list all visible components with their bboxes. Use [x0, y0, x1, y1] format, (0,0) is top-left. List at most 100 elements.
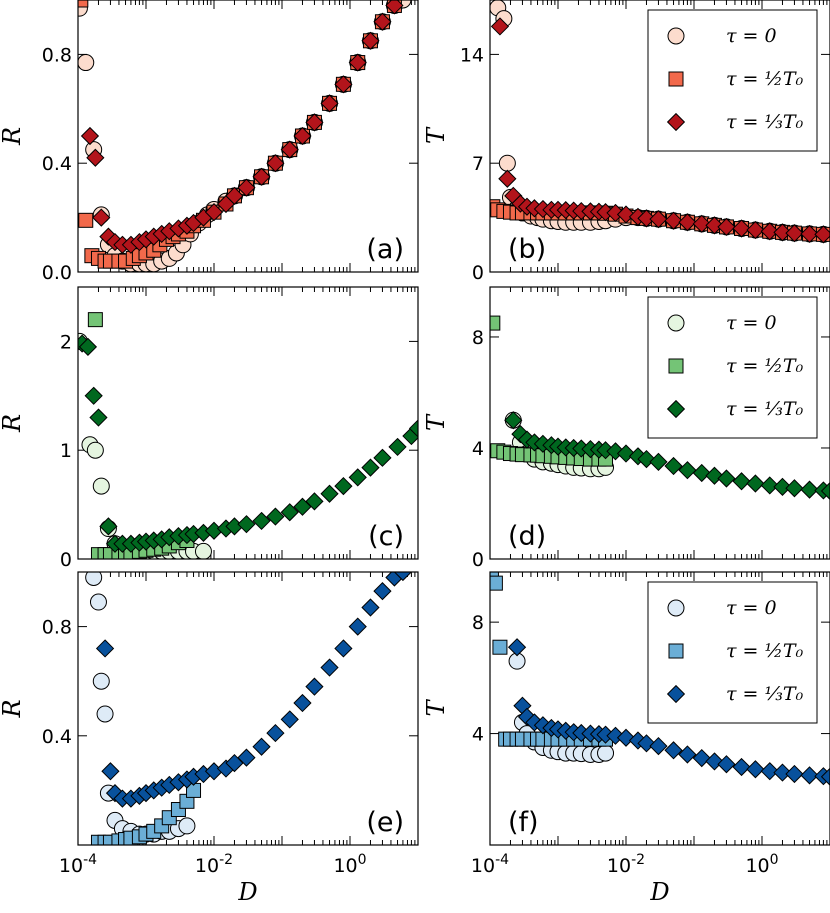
data-point: [616, 728, 636, 747]
axes-frame: [77, 0, 419, 273]
data-point: [664, 456, 683, 476]
axes-frame: [489, 571, 830, 846]
data-point: [305, 492, 324, 511]
legend-label: τ = 0: [726, 312, 777, 334]
x-tick-labels: 10-4 10-2 100: [471, 852, 779, 877]
panel-tag: (c): [368, 521, 404, 552]
y-ticks: 0 1 2: [60, 331, 418, 571]
y-tick-label: 7: [472, 153, 484, 175]
series-group: [78, 0, 412, 272]
data-point: [678, 461, 697, 480]
y-axis-label: R: [0, 699, 26, 718]
data-point: [746, 474, 765, 493]
y-axis-label: R: [0, 414, 26, 433]
legend-marker: [666, 684, 686, 704]
legend-label: τ = ⅓T₀: [726, 683, 804, 705]
panel-d: 0 4 8 (d) Tτ = 0 τ = ½T₀ τ = ⅓T₀: [422, 286, 830, 571]
data-point: [95, 639, 115, 658]
y-tick-label: 14: [460, 44, 484, 66]
data-point: [305, 677, 324, 696]
legend-label: τ = ½T₀: [726, 68, 804, 90]
x-axis-label: D: [649, 878, 669, 906]
data-point: [773, 477, 792, 496]
data-point: [252, 511, 271, 531]
data-point: [334, 639, 353, 658]
panel-tag: (e): [366, 807, 404, 838]
data-point: [78, 54, 95, 72]
legend-marker: [667, 27, 685, 45]
data-point: [408, 419, 418, 438]
legend-label: τ = ⅓T₀: [726, 398, 804, 420]
data-point: [78, 337, 98, 356]
series-group: [490, 315, 830, 501]
legend-label: τ = 0: [726, 597, 777, 619]
data-point: [78, 0, 89, 8]
data-point: [637, 209, 656, 228]
y-tick-label: 0: [472, 262, 484, 284]
series-tau-third-T0: [504, 411, 830, 501]
panel-c: 0 1 2 (c) R: [0, 286, 419, 571]
data-point: [678, 745, 697, 764]
data-point: [320, 658, 339, 677]
data-point: [692, 463, 711, 483]
x-tick-label: 100: [745, 852, 778, 877]
data-point: [204, 203, 224, 222]
data-point: [649, 210, 668, 229]
data-point: [760, 222, 779, 241]
y-tick-label: 0.0: [42, 262, 72, 284]
data-point: [649, 452, 668, 471]
series-tau-0: [508, 652, 615, 763]
y-tick-label: 0.4: [42, 726, 72, 748]
data-point: [732, 757, 751, 777]
data-point: [616, 205, 636, 224]
data-point: [80, 126, 100, 146]
data-point: [99, 517, 118, 536]
data-point: [373, 582, 392, 601]
data-point: [678, 213, 697, 232]
data-point: [280, 503, 299, 522]
x-tick-label: 10-4: [59, 852, 97, 877]
y-axis-label: T: [422, 126, 450, 144]
data-point: [101, 762, 120, 781]
data-point: [490, 575, 503, 591]
x-tick-label: 10-2: [195, 852, 233, 877]
data-point: [266, 154, 285, 173]
panel-b: 0 7 14 (b) Tτ = 0 τ = ½T₀ τ = ⅓T₀: [422, 0, 830, 284]
data-point: [637, 734, 656, 753]
plot-area: [78, 287, 418, 559]
data-point: [692, 214, 711, 233]
legend: τ = 0 τ = ½T₀ τ = ⅓T₀: [647, 581, 818, 724]
data-point: [252, 737, 271, 756]
y-tick-label: 0: [60, 549, 72, 571]
data-point: [92, 477, 110, 495]
series-tau-half-T0: [490, 315, 614, 467]
data-point: [732, 472, 751, 491]
y-axis-label: T: [422, 699, 450, 717]
x-axis-label: D: [237, 878, 257, 906]
data-point: [86, 148, 105, 167]
data-point: [760, 762, 779, 781]
data-point: [498, 169, 517, 188]
x-tick-label: 100: [333, 852, 366, 877]
legend-marker: [668, 71, 684, 87]
panel-tag: (b): [508, 234, 546, 265]
data-point: [85, 572, 103, 586]
data-point: [800, 480, 819, 499]
y-tick-label: 0.8: [42, 44, 72, 66]
axes-frame: [77, 286, 419, 560]
data-point: [266, 507, 285, 526]
y-tick-label: 8: [472, 327, 484, 349]
legend-marker: [667, 314, 685, 332]
series-group: [490, 572, 830, 786]
data-point: [814, 225, 830, 244]
x-tick-label: 10-4: [471, 852, 509, 877]
data-point: [293, 693, 312, 713]
legend-label: τ = 0: [726, 25, 777, 47]
data-point: [705, 216, 724, 235]
data-point: [664, 211, 683, 230]
data-point: [785, 479, 804, 498]
data-point: [348, 617, 367, 636]
data-point: [490, 315, 501, 331]
y-tick-label: 0.8: [42, 617, 72, 639]
